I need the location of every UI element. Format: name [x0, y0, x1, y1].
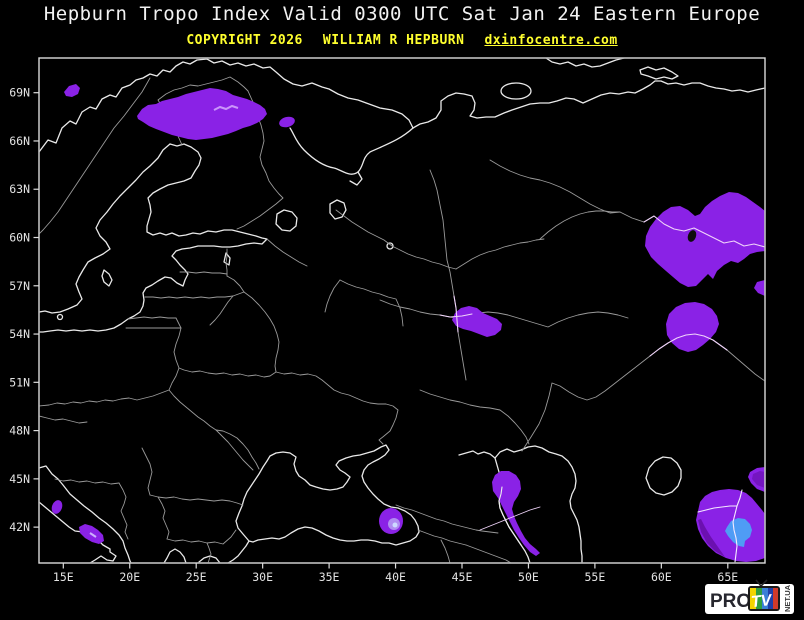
copyright-line: COPYRIGHT 2026 WILLIAM R HEPBURN dxinfocen…	[0, 33, 804, 48]
tv-icon: TV	[748, 579, 780, 611]
tropo-hole	[687, 230, 697, 242]
lon-label: 45E	[452, 570, 473, 584]
tropo-spot-core-bright	[392, 522, 398, 528]
latitude-axis: 69N 66N 63N 60N 57N 54N 51N 48N 45N 42N	[9, 86, 39, 534]
page-title: Hepburn Tropo Index Valid 0300 UTC Sat J…	[43, 3, 761, 25]
copyright-text: COPYRIGHT 2026	[186, 33, 303, 48]
lon-label: 55E	[585, 570, 606, 584]
lat-label: 51N	[9, 375, 30, 389]
lat-label: 63N	[9, 182, 30, 196]
logo-pro-text: PRO	[710, 591, 751, 612]
tropo-region-mid-volga-spot	[452, 306, 502, 337]
logo-net-text: NET.UA	[783, 584, 792, 612]
lon-label: 40E	[385, 570, 406, 584]
lon-label: 60E	[651, 570, 672, 584]
tropo-region-adriatic-small	[51, 500, 63, 514]
author-text: WILLIAM R HEPBURN	[322, 33, 465, 48]
tropo-dark-accent	[698, 519, 725, 557]
lon-label: 25E	[186, 570, 207, 584]
lat-label: 57N	[9, 279, 30, 293]
lon-label: 30E	[252, 570, 273, 584]
lon-label: 65E	[717, 570, 738, 584]
over-blob-borders	[439, 215, 765, 563]
tropo-region-ural-south	[666, 302, 719, 352]
lon-label: 50E	[518, 570, 539, 584]
lon-label: 35E	[319, 570, 340, 584]
lon-label: 15E	[53, 570, 74, 584]
tropo-region-northern-scandinavia	[137, 88, 267, 140]
lat-label: 48N	[9, 424, 30, 438]
lat-label: 54N	[9, 327, 30, 341]
tropo-blue-core	[725, 518, 752, 547]
tropo-region-norwegian-coast-spot	[64, 84, 80, 97]
lon-label: 20E	[119, 570, 140, 584]
lat-label: 60N	[9, 231, 30, 245]
lat-label: 45N	[9, 472, 30, 486]
map-frame	[38, 57, 766, 564]
longitude-axis: 15E 20E 25E 30E 35E 40E 45E 50E 55E 60E 65E	[53, 563, 738, 584]
lat-label: 69N	[9, 86, 30, 100]
tropo-dark-accent-2	[752, 471, 765, 488]
tropo-region-ural-edge-piece	[754, 280, 765, 296]
country-borders	[39, 76, 765, 563]
tropo-highlight-streak	[213, 104, 239, 111]
logo-tv-text: TV	[750, 592, 773, 611]
tropo-region-caspian-strip	[492, 471, 540, 556]
tropo-region-kola-spot	[279, 116, 295, 128]
tropo-overlay	[51, 84, 765, 562]
lat-label: 66N	[9, 134, 30, 148]
tropo-region-ural-large	[645, 192, 765, 287]
lat-label: 42N	[9, 520, 30, 534]
protv-logo: PRO TV NET.UA	[705, 579, 794, 614]
tropo-highlight-streak-2	[89, 532, 97, 538]
website-link[interactable]: dxinfocentre.com	[484, 33, 618, 48]
